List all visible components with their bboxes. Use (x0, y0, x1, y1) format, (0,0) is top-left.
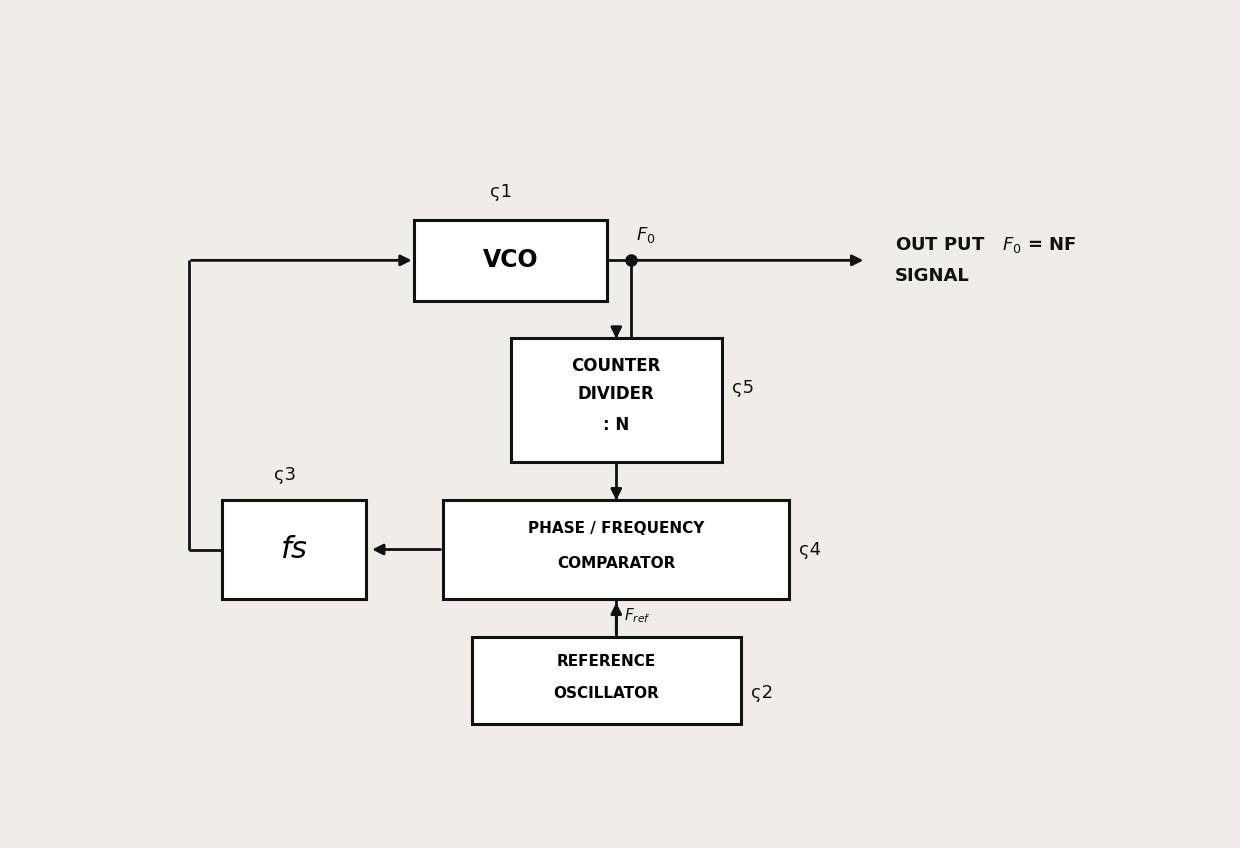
Text: : N: : N (603, 416, 630, 434)
Text: $\mathit{fs}$: $\mathit{fs}$ (280, 535, 309, 564)
Text: ς2: ς2 (751, 684, 773, 702)
Bar (222, 499, 367, 600)
Text: DIVIDER: DIVIDER (578, 385, 655, 403)
Bar (472, 637, 742, 723)
Text: COUNTER: COUNTER (572, 357, 661, 375)
Text: OSCILLATOR: OSCILLATOR (554, 686, 660, 701)
Bar (414, 220, 606, 301)
Text: $F_{ref}$: $F_{ref}$ (624, 606, 651, 626)
Text: REFERENCE: REFERENCE (557, 654, 656, 669)
Text: COMPARATOR: COMPARATOR (557, 555, 676, 571)
Bar (444, 499, 789, 600)
Bar (511, 338, 722, 462)
Text: SIGNAL: SIGNAL (895, 267, 970, 285)
Text: ς4: ς4 (799, 540, 821, 559)
Text: PHASE / FREQUENCY: PHASE / FREQUENCY (528, 522, 704, 537)
Text: ς3: ς3 (274, 466, 296, 484)
Text: OUT PUT   $F_0$ = NF: OUT PUT $F_0$ = NF (895, 235, 1076, 254)
Text: $F_0$: $F_0$ (635, 225, 655, 245)
Text: VCO: VCO (482, 248, 538, 272)
Text: ς5: ς5 (732, 379, 754, 397)
Text: ς1: ς1 (490, 183, 512, 201)
